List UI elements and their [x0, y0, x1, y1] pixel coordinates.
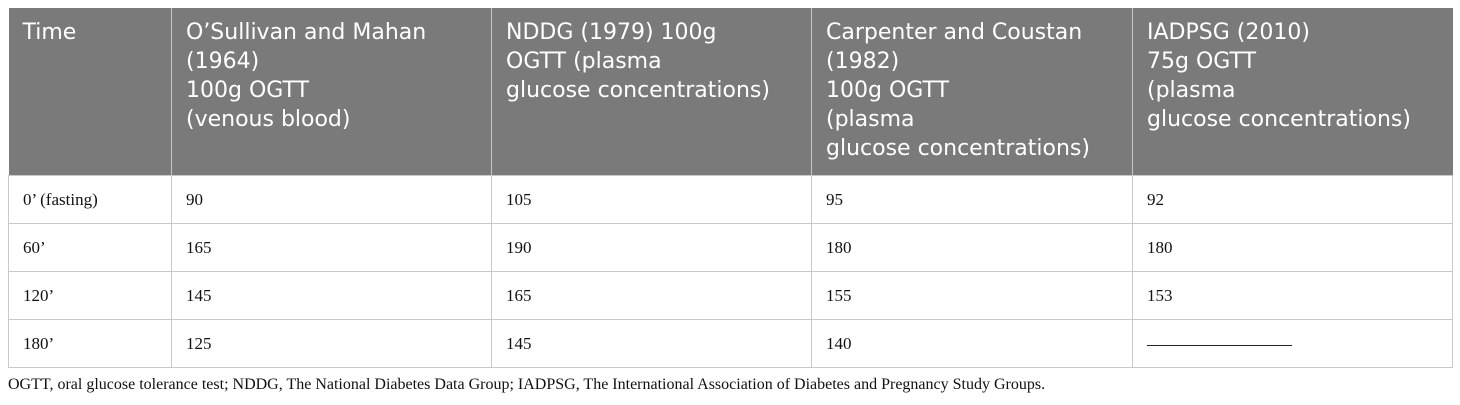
- cell-time: 0’ (fasting): [8, 175, 172, 224]
- cell-not-applicable: —: [1132, 319, 1453, 368]
- cell-value: 145: [491, 319, 812, 368]
- table-row: 120’ 145 165 155 153: [8, 271, 1453, 320]
- cell-value: 180: [1132, 223, 1453, 272]
- header-carpenter-coustan: Carpenter and Coustan (1982) 100g OGTT (…: [811, 8, 1133, 176]
- table-header: Time O’Sullivan and Mahan (1964) 100g OG…: [8, 8, 1453, 176]
- cell-time: 60’: [8, 223, 172, 272]
- cell-value: 165: [171, 223, 492, 272]
- header-iadpsg: IADPSG (2010) 75g OGTT (plasma glucose c…: [1132, 8, 1453, 176]
- cell-time: 120’: [8, 271, 172, 320]
- table-row: 0’ (fasting) 90 105 95 92: [8, 175, 1453, 224]
- table-row: 180’ 125 145 140 —: [8, 319, 1453, 368]
- cell-value: 90: [171, 175, 492, 224]
- cell-value: 125: [171, 319, 492, 368]
- ogtt-criteria-table: Time O’Sullivan and Mahan (1964) 100g OG…: [8, 8, 1453, 368]
- dash-line: [1147, 345, 1292, 347]
- cell-value: 140: [811, 319, 1133, 368]
- cell-value: 105: [491, 175, 812, 224]
- cell-value: 190: [491, 223, 812, 272]
- header-row: Time O’Sullivan and Mahan (1964) 100g OG…: [8, 8, 1453, 176]
- table-footnote: OGTT, oral glucose tolerance test; NDDG,…: [8, 376, 1046, 393]
- cell-value: 92: [1132, 175, 1453, 224]
- cell-value: 95: [811, 175, 1133, 224]
- header-osullivan-mahan: O’Sullivan and Mahan (1964) 100g OGTT (v…: [171, 8, 492, 176]
- criteria-table-container: Time O’Sullivan and Mahan (1964) 100g OG…: [8, 8, 1453, 368]
- header-nddg: NDDG (1979) 100g OGTT (plasma glucose co…: [491, 8, 812, 176]
- cell-time: 180’: [8, 319, 172, 368]
- table-row: 60’ 165 190 180 180: [8, 223, 1453, 272]
- cell-value: 165: [491, 271, 812, 320]
- cell-value: 155: [811, 271, 1133, 320]
- header-time: Time: [8, 8, 172, 176]
- cell-value: 145: [171, 271, 492, 320]
- cell-value: 153: [1132, 271, 1453, 320]
- table-body: 0’ (fasting) 90 105 95 92 60’ 165 190 18…: [8, 175, 1453, 368]
- cell-value: 180: [811, 223, 1133, 272]
